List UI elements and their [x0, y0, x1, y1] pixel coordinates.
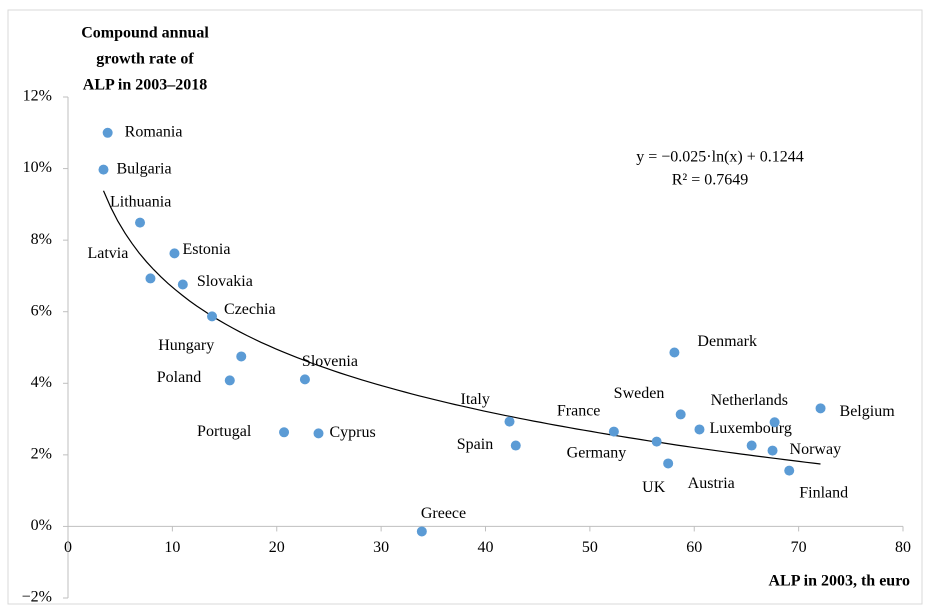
- point: [784, 465, 795, 476]
- point: [608, 426, 619, 437]
- point: [236, 351, 247, 362]
- x-tick-label: 50: [582, 539, 598, 556]
- x-tick-label: 30: [373, 539, 389, 556]
- y-tick-label: 4%: [31, 374, 52, 391]
- point: [675, 409, 686, 420]
- y-tick-label: 2%: [31, 446, 52, 463]
- chart-border: [7, 9, 923, 605]
- point: [207, 311, 218, 322]
- point: [510, 440, 521, 451]
- x-tick-label: 60: [686, 539, 702, 556]
- point: [313, 428, 324, 439]
- point-label: Bulgaria: [116, 160, 171, 177]
- point: [767, 445, 778, 456]
- trendline: [102, 190, 821, 465]
- point: [669, 347, 680, 358]
- point-label: Denmark: [697, 333, 757, 350]
- point-label: Czechia: [224, 301, 276, 318]
- y-tick-label: 10%: [23, 159, 52, 176]
- x-tick-label: 40: [478, 539, 494, 556]
- y-tick-label: 0%: [31, 517, 52, 534]
- y-tick-label: 12%: [23, 88, 52, 105]
- y-axis-title-line: Compound annual: [81, 25, 209, 42]
- point: [145, 273, 156, 284]
- y-tick-label: 6%: [31, 302, 52, 319]
- point-label: Slovenia: [302, 353, 358, 370]
- y-axis-title-line: ALP in 2003–2018: [83, 77, 207, 94]
- point-label: Norway: [790, 441, 842, 458]
- y-tick-label: 8%: [31, 231, 52, 248]
- point-label: Romania: [125, 123, 183, 140]
- point: [98, 164, 109, 175]
- x-tick-label: 0: [64, 539, 72, 556]
- point-label: Sweden: [614, 385, 665, 402]
- point: [694, 424, 705, 435]
- point: [815, 403, 826, 414]
- x-tick-label: 80: [895, 539, 911, 556]
- point: [135, 217, 146, 228]
- trend-r2: R² = 0.7649: [672, 172, 749, 189]
- point: [177, 279, 188, 290]
- point-label: Portugal: [197, 423, 252, 440]
- point-label: Latvia: [87, 245, 128, 262]
- point: [416, 526, 427, 537]
- point-label: Lithuania: [110, 193, 171, 210]
- point-label: Hungary: [158, 337, 214, 354]
- point-label: Estonia: [182, 241, 230, 258]
- point: [299, 374, 310, 385]
- point-label: Poland: [157, 369, 201, 386]
- point-label: France: [557, 402, 601, 419]
- point: [651, 436, 662, 447]
- point: [279, 427, 290, 438]
- point-label: Belgium: [840, 403, 896, 420]
- point-label: Spain: [457, 436, 493, 453]
- point: [169, 248, 180, 259]
- point-label: Finland: [799, 484, 848, 501]
- point-label: Greece: [421, 505, 466, 522]
- point-label: UK: [642, 479, 666, 496]
- y-axis-title-line: growth rate of: [96, 51, 194, 68]
- point-label: Netherlands: [711, 392, 788, 409]
- point-label: Austria: [688, 475, 735, 492]
- point: [769, 417, 780, 428]
- point: [102, 127, 113, 138]
- point: [504, 416, 515, 427]
- point-label: Cyprus: [330, 424, 376, 441]
- point: [663, 458, 674, 469]
- point: [224, 375, 235, 386]
- x-tick-label: 70: [791, 539, 807, 556]
- x-tick-label: 10: [164, 539, 180, 556]
- x-axis-title: ALP in 2003, th euro: [769, 573, 911, 590]
- trend-equation: y = −0.025·ln(x) + 0.1244: [636, 149, 804, 166]
- point-label: Italy: [461, 391, 490, 408]
- point: [746, 440, 757, 451]
- point-label: Germany: [567, 444, 627, 461]
- x-tick-label: 20: [269, 539, 285, 556]
- y-tick-label: −2%: [22, 589, 52, 606]
- point-label: Slovakia: [197, 273, 253, 290]
